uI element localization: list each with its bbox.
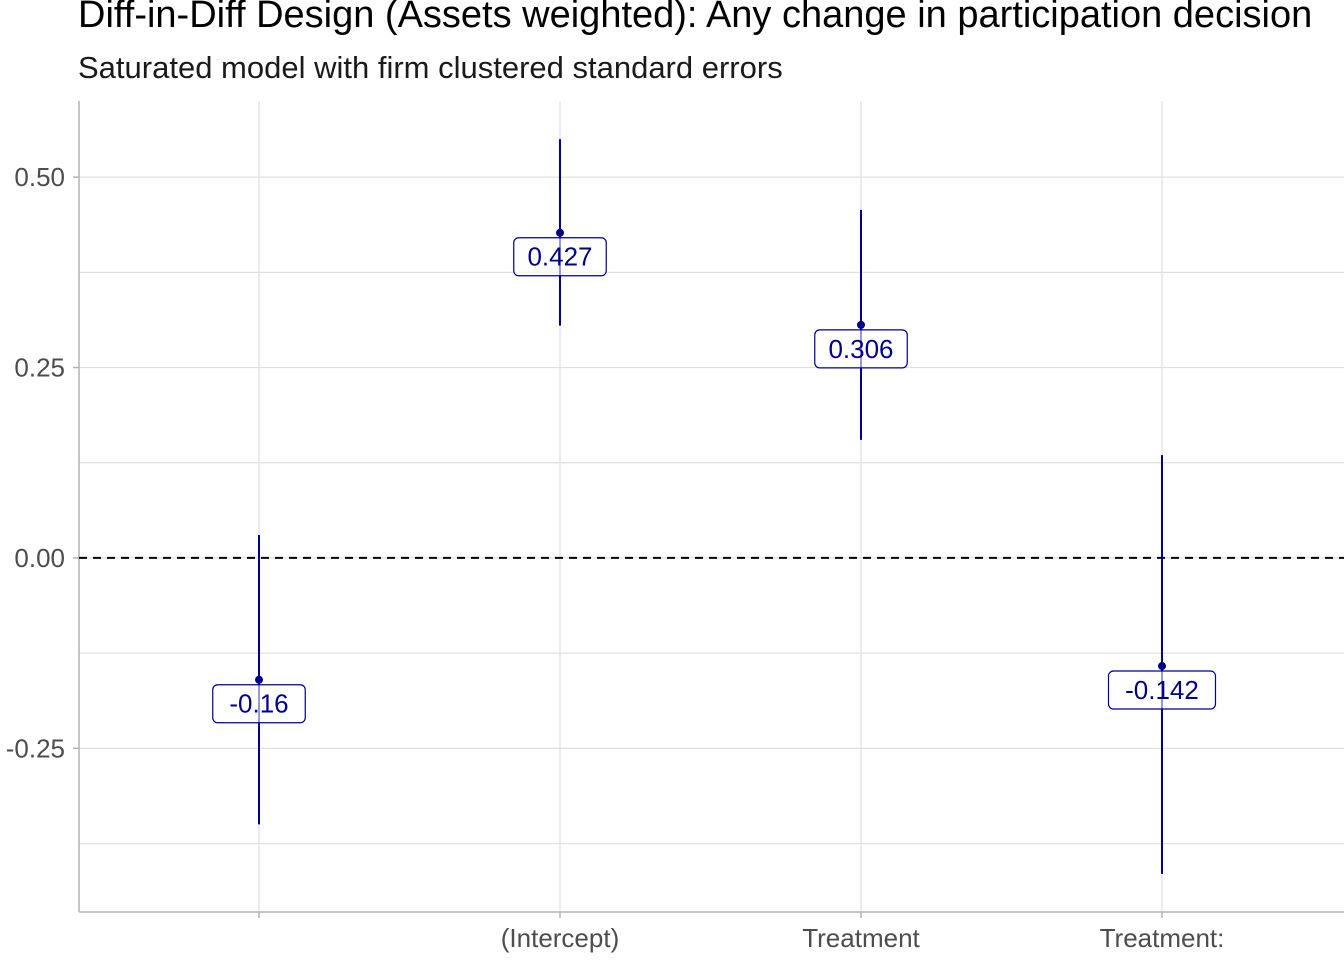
coefficient-mark: 0.427 [513,139,607,326]
y-tick-label: -0.25 [6,733,65,763]
chart-title: Diff-in-Diff Design (Assets weighted): A… [78,0,1313,36]
estimate-label-box [1107,670,1217,710]
chart-subtitle: Saturated model with firm clustered stan… [78,50,783,85]
x-tick-label: (Intercept) [501,923,620,953]
y-tick-label: 0.25 [14,353,65,383]
coefficient-mark: -0.142 [1107,455,1217,874]
x-axis-ticks: (Intercept) Treatment Treatment: [258,912,1225,953]
x-tick-label: Treatment: [1100,923,1225,953]
estimate-point [255,675,263,684]
grid-lines [79,101,1344,912]
estimate-label: -0.142 [1125,675,1199,705]
y-axis-ticks: -0.25 0.00 0.25 0.50 [6,162,79,763]
estimate-label: -0.16 [229,689,288,719]
estimate-label-box [814,329,908,369]
coefficient-mark: -0.16 [212,535,306,825]
estimate-point [1158,662,1166,671]
coefficient-mark: 0.306 [814,209,908,440]
estimate-point [556,228,564,237]
y-tick-label: 0.00 [14,543,65,573]
estimate-label: 0.306 [828,334,893,364]
estimate-label: 0.427 [527,242,592,272]
data-marks: -0.16 0.427 0.306 -0.142 [212,139,1217,874]
estimate-point [857,320,865,329]
estimate-label-box [212,684,306,724]
y-tick-label: 0.50 [14,162,65,192]
x-tick-label: Treatment [802,923,920,953]
estimate-label-box [513,237,607,277]
